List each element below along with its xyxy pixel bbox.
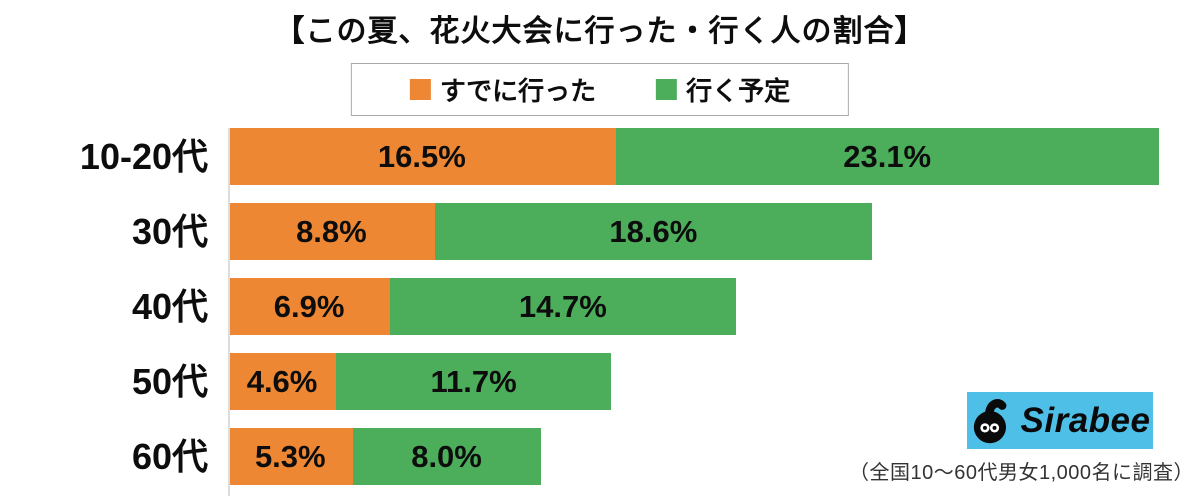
bar-value-label: 4.6%	[246, 363, 318, 399]
legend-label-plan-to-go: 行く予定	[686, 76, 791, 106]
chart-title: 【この夏、花火大会に行った・行く人の割合】	[274, 15, 926, 48]
category-label: 30代	[131, 210, 208, 252]
chart-row: 10-20代 16.5% 23.1%	[0, 128, 1200, 185]
bar-value-label: 14.7%	[518, 288, 607, 324]
chart-row: 60代 5.3% 8.0%	[0, 428, 1200, 485]
bar-value-label: 8.0%	[411, 438, 482, 474]
bar-value-label: 18.6%	[609, 213, 698, 249]
bar-chart: 10-20代 16.5% 23.1% 30代 8.8% 18.6% 40代 6.9% 14.7%…	[0, 128, 1200, 496]
sirabee-mascot-icon	[973, 398, 1006, 443]
bar-value-label: 8.8%	[296, 213, 367, 249]
bar-segment-plan-to-go: 11.7%	[336, 353, 612, 410]
legend-item-plan-to-go: 行く予定	[656, 71, 790, 108]
bar-segment-already-went: 16.5%	[228, 128, 616, 185]
bar-segment-already-went: 5.3%	[228, 428, 353, 485]
bar-segment-already-went: 4.6%	[228, 353, 337, 410]
bar-segment-plan-to-go: 18.6%	[434, 203, 872, 260]
category-label: 10-20代	[79, 135, 208, 177]
bar-segment-already-went: 8.8%	[228, 203, 435, 260]
y-axis-line	[228, 128, 230, 496]
legend: すでに行った 行く予定	[350, 63, 850, 116]
bar-segment-plan-to-go: 14.7%	[390, 278, 736, 335]
bar-track: 4.6% 11.7%	[228, 353, 612, 410]
bar-value-label: 6.9%	[273, 288, 345, 324]
bar-value-label: 11.7%	[430, 363, 517, 399]
bar-segment-plan-to-go: 8.0%	[352, 428, 541, 485]
bar-track: 5.3% 8.0%	[228, 428, 541, 485]
bar-value-label: 23.1%	[843, 138, 932, 174]
bar-track: 16.5% 23.1%	[228, 128, 1159, 185]
bar-segment-plan-to-go: 23.1%	[615, 128, 1159, 185]
bar-value-label: 16.5%	[377, 138, 466, 174]
survey-footnote: （全国10〜60代男女1,000名に調査）	[848, 462, 1194, 484]
legend-swatch-green	[656, 79, 678, 100]
sirabee-logo: Sirabee	[967, 392, 1153, 449]
chart-row: 30代 8.8% 18.6%	[0, 203, 1200, 260]
chart-row: 40代 6.9% 14.7%	[0, 278, 1200, 335]
bar-value-label: 5.3%	[254, 438, 326, 474]
legend-item-already-went: すでに行った	[409, 71, 597, 108]
sirabee-logo-text: Sirabee	[1020, 400, 1151, 440]
category-label: 60代	[131, 435, 208, 477]
chart-rows: 10-20代 16.5% 23.1% 30代 8.8% 18.6% 40代 6.9% 14.7%…	[0, 128, 1200, 485]
category-label: 40代	[131, 285, 208, 327]
bar-segment-already-went: 6.9%	[228, 278, 391, 335]
legend-swatch-orange	[409, 79, 431, 100]
category-label: 50代	[131, 360, 208, 402]
chart-row: 50代 4.6% 11.7%	[0, 353, 1200, 410]
legend-label-already-went: すでに行った	[439, 76, 597, 106]
bar-track: 6.9% 14.7%	[228, 278, 736, 335]
bar-track: 8.8% 18.6%	[228, 203, 872, 260]
